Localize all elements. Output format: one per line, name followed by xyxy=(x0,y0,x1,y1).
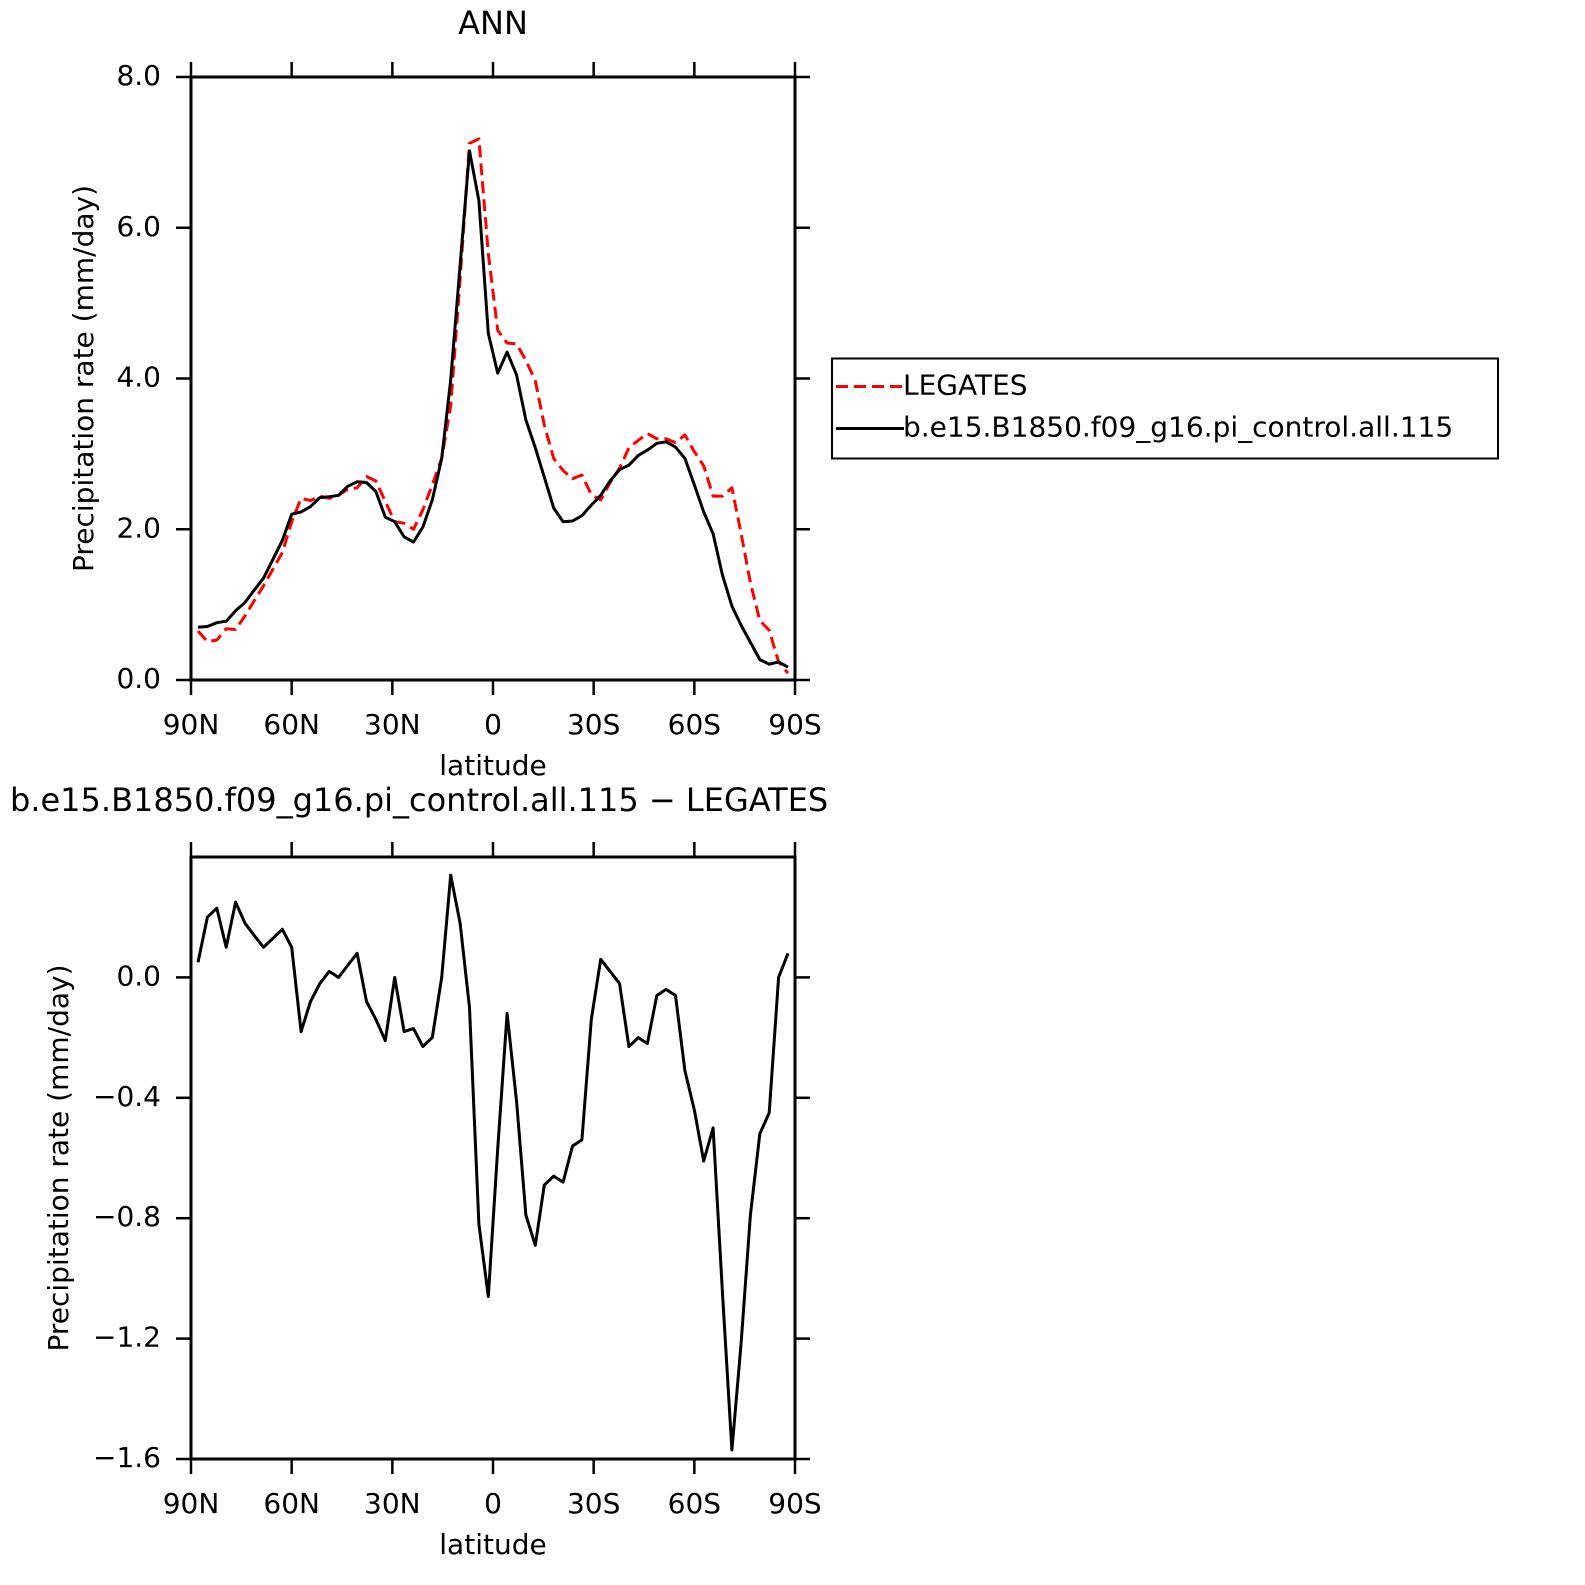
x-tick-label: 60S xyxy=(668,708,721,741)
y-tick-label: −1.2 xyxy=(93,1321,161,1354)
x-tick-label: 60N xyxy=(263,708,320,741)
x-tick-label: 0 xyxy=(484,1487,502,1520)
y-tick-label: 4.0 xyxy=(116,361,161,394)
legend-label: b.e15.B1850.f09_g16.pi_control.all.115 xyxy=(903,411,1453,444)
y-tick-label: 8.0 xyxy=(116,59,161,92)
x-tick-label: 60S xyxy=(668,1487,721,1520)
x-tick-label: 30N xyxy=(364,708,421,741)
x-tick-label: 0 xyxy=(484,708,502,741)
plot-frame xyxy=(189,75,797,682)
plot: ANN 0.0 2.0 4.0 6.0 8.0 90N 60N 30N 0 30S 60S 90S lat… xyxy=(67,4,1499,782)
data-line xyxy=(196,137,790,675)
plot: b.e15.B1850.f09_g16.pi_control.all.115 −… xyxy=(10,781,828,1561)
legend-label: LEGATES xyxy=(903,369,1028,402)
y-tick-label: 0.0 xyxy=(116,662,161,695)
data-line xyxy=(197,149,789,669)
chart-title: b.e15.B1850.f09_g16.pi_control.all.115 −… xyxy=(10,781,828,819)
y-axis-label: Precipitation rate (mm/day) xyxy=(42,964,75,1351)
x-tick-label: 90S xyxy=(768,708,821,741)
legend: LEGATES b.e15.B1850.f09_g16.pi_control.al… xyxy=(831,357,1499,460)
x-axis-label: latitude xyxy=(439,1528,546,1561)
x-tick-label: 90S xyxy=(768,1487,821,1520)
chart-title: ANN xyxy=(458,4,528,42)
x-tick-label: 30S xyxy=(567,708,620,741)
y-tick-label: −1.6 xyxy=(93,1441,161,1474)
y-tick-label: 2.0 xyxy=(116,511,161,544)
data-line xyxy=(196,873,790,1452)
x-axis-label: latitude xyxy=(439,749,546,782)
x-tick-label: 30S xyxy=(567,1487,620,1520)
y-tick-label: 0.0 xyxy=(116,959,161,992)
x-tick-label: 90N xyxy=(163,708,220,741)
x-tick-label: 30N xyxy=(364,1487,421,1520)
legend-frame xyxy=(831,357,1499,460)
y-tick-label: −0.8 xyxy=(93,1200,161,1233)
x-tick-label: 60N xyxy=(263,1487,320,1520)
y-axis-label: Precipitation rate (mm/day) xyxy=(67,185,100,572)
y-tick-label: −0.4 xyxy=(93,1080,161,1113)
y-tick-label: 6.0 xyxy=(116,210,161,243)
x-tick-label: 90N xyxy=(163,1487,220,1520)
